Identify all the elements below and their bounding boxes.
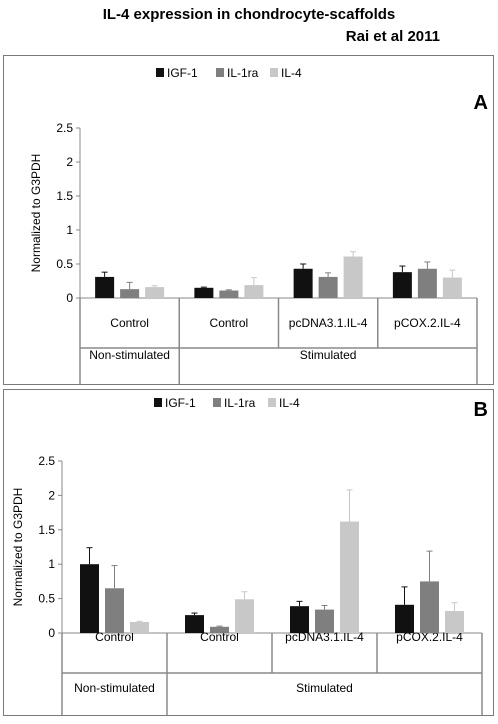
legend-label: IGF-1: [167, 66, 198, 80]
page-title: IL-4 expression in chondrocyte-scaffolds: [102, 6, 396, 23]
group-label: Non-stimulated: [74, 681, 155, 695]
legend-swatch: [268, 398, 276, 407]
bar: [185, 615, 204, 633]
y-tick-label: 1.5: [56, 189, 73, 203]
legend-swatch: [154, 398, 162, 407]
bar: [442, 277, 462, 298]
bar: [219, 290, 239, 298]
chart-b-svg: B IGF-1 IL-1ra IL-4 0 0.5 1 1.5 2 2.5 Normalized t…: [11, 396, 488, 715]
bar: [130, 621, 149, 633]
y-tick-label: 0: [66, 291, 73, 305]
y-axis-label: Normalized to G3PDH: [29, 154, 43, 273]
bar: [290, 606, 309, 633]
bar: [318, 276, 338, 298]
bar: [315, 609, 334, 633]
legend-label: IL-1ra: [227, 66, 259, 80]
bar: [120, 289, 140, 298]
page-subtitle: Rai et al 2011: [345, 28, 440, 45]
bar: [417, 268, 437, 298]
x-tick-label: Control: [95, 630, 134, 644]
legend-swatch: [216, 68, 224, 77]
x-tick-label: Control: [210, 316, 249, 330]
legend-swatch: [156, 68, 164, 77]
chart-a-svg: A IGF-1 IL-1ra IL-4 0 0.5 1 1.5 2 2.5 Normalized t…: [29, 66, 488, 384]
bar: [80, 564, 99, 633]
bar: [145, 287, 165, 298]
bar: [293, 268, 313, 298]
chart-panel-b: B IGF-1 IL-1ra IL-4 0 0.5 1 1.5 2 2.5 Normalized t…: [3, 389, 494, 716]
bar: [420, 581, 439, 633]
group-label: Stimulated: [296, 681, 353, 695]
x-tick-label: Control: [200, 630, 239, 644]
bar: [445, 610, 464, 633]
y-tick-label: 2: [48, 488, 55, 502]
bar: [95, 276, 115, 298]
legend-swatch: [213, 398, 221, 407]
x-tick-label: pCOX.2.IL-4: [394, 316, 461, 330]
legend-label: IGF-1: [165, 396, 196, 410]
y-tick-label: 0.5: [56, 257, 73, 271]
y-tick-label: 0.5: [38, 592, 55, 606]
bar: [395, 604, 414, 633]
x-tick-label: Control: [110, 316, 149, 330]
panel-label: B: [474, 399, 488, 421]
bar: [105, 588, 124, 633]
chart-panel-a: A IGF-1 IL-1ra IL-4 0 0.5 1 1.5 2 2.5 Normalized t…: [3, 55, 494, 385]
bar: [392, 272, 412, 298]
bar: [210, 626, 229, 633]
group-label: Non-stimulated: [89, 348, 170, 362]
y-tick-label: 1: [48, 557, 55, 571]
panel-label: A: [474, 92, 488, 114]
x-tick-label: pcDNA3.1.IL-4: [289, 316, 368, 330]
legend-swatch: [270, 68, 278, 77]
bar: [343, 256, 363, 298]
y-axis-label: Normalized to G3PDH: [11, 488, 25, 607]
y-tick-label: 1: [66, 223, 73, 237]
y-tick-label: 2.5: [56, 121, 73, 135]
bar: [235, 599, 254, 633]
bar: [340, 521, 359, 633]
x-tick-label: pcDNA3.1.IL-4: [285, 630, 364, 644]
y-tick-label: 2: [66, 155, 73, 169]
legend-label: IL-4: [281, 66, 302, 80]
bar: [244, 285, 264, 298]
bar: [194, 287, 214, 298]
legend-label: IL-1ra: [224, 396, 256, 410]
y-tick-label: 1.5: [38, 523, 55, 537]
x-tick-label: pCOX.2.IL-4: [396, 630, 463, 644]
y-tick-label: 2.5: [38, 454, 55, 468]
legend-label: IL-4: [279, 396, 300, 410]
y-tick-label: 0: [48, 626, 55, 640]
group-label: Stimulated: [300, 348, 357, 362]
